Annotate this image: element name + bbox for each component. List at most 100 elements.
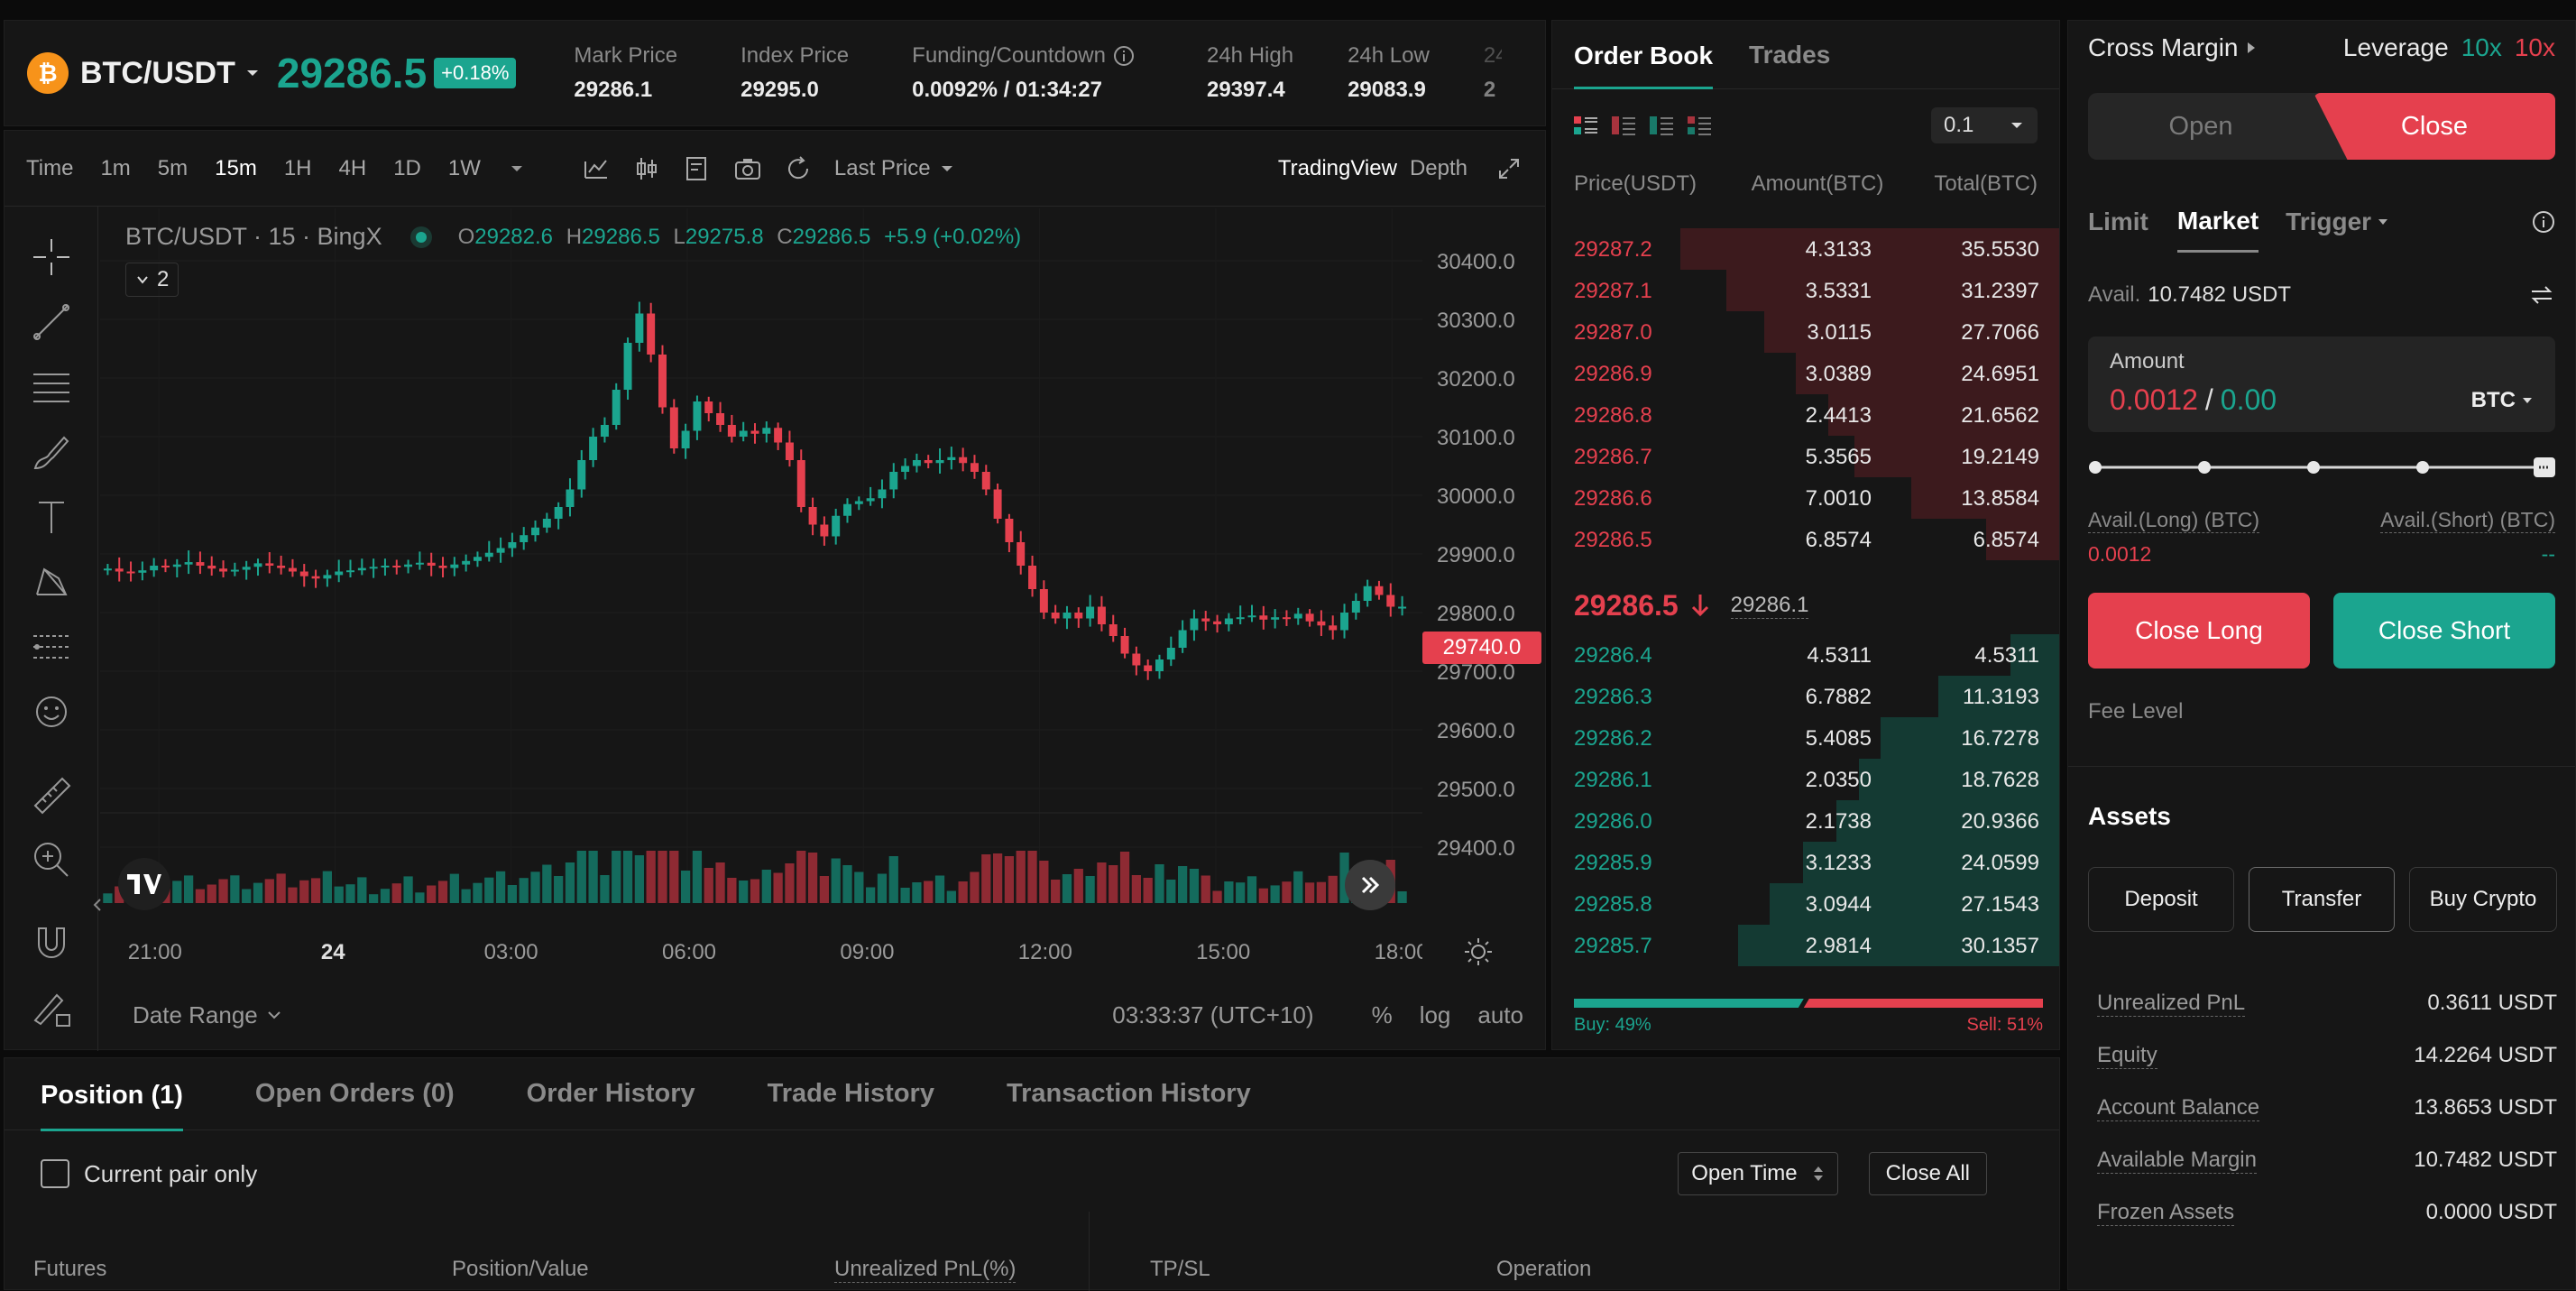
candle-style-icon[interactable] (632, 154, 661, 183)
amount-input[interactable]: Amount 0.0012 / 0.00 BTC (2088, 337, 2555, 432)
book-both-icon[interactable] (1574, 115, 1597, 136)
ask-row[interactable]: 29286.7 5.3565 19.2149 (1552, 436, 2059, 477)
amount-unit-selector[interactable]: BTC (2470, 387, 2516, 412)
tf-4h[interactable]: 4H (338, 155, 367, 180)
tab-trades[interactable]: Trades (1749, 40, 1831, 69)
tradingview-toggle[interactable]: TradingView (1277, 155, 1397, 180)
scroll-left-icon[interactable] (91, 896, 104, 914)
bid-row[interactable]: 29286.1 2.0350 18.7628 (1552, 759, 2059, 800)
ask-row[interactable]: 29287.2 4.3133 35.5530 (1552, 228, 2059, 270)
ask-row[interactable]: 29286.8 2.4413 21.6562 (1552, 394, 2059, 436)
brush-icon[interactable] (28, 429, 75, 475)
zoom-in-icon[interactable] (28, 836, 75, 883)
bid-row[interactable]: 29286.3 6.7882 11.3193 (1552, 676, 2059, 717)
timeframe-more-icon[interactable] (508, 160, 526, 178)
current-pair-checkbox[interactable] (41, 1159, 69, 1188)
time-axis[interactable]: 21:00 24 03:00 06:00 09:00 12:00 15:00 18:00 (100, 925, 1492, 979)
precision-select[interactable]: 0.1 (1931, 107, 2038, 143)
tab-transaction-history[interactable]: Transaction History (1006, 1079, 1251, 1108)
tab-positions[interactable]: Position (1) (41, 1057, 183, 1131)
auto-scale-button[interactable]: auto (1477, 1001, 1523, 1028)
tab-market[interactable]: Market (2176, 192, 2259, 253)
candle-body (1305, 613, 1314, 622)
buy-crypto-button[interactable]: Buy Crypto (2409, 867, 2557, 932)
depth-toggle[interactable]: Depth (1409, 155, 1467, 180)
tab-order-history[interactable]: Order History (526, 1079, 695, 1108)
ask-row[interactable]: 29286.6 7.0010 13.8584 (1552, 477, 2059, 519)
fib-lines-icon[interactable] (28, 364, 75, 410)
row-total: 13.8584 (1961, 486, 2039, 511)
bid-row[interactable]: 29286.2 5.4085 16.7278 (1552, 717, 2059, 759)
camera-icon[interactable] (733, 154, 762, 183)
ask-row[interactable]: 29286.5 6.8574 6.8574 (1552, 519, 2059, 560)
log-scale-button[interactable]: log (1419, 1001, 1451, 1028)
fullscreen-icon[interactable] (1495, 154, 1523, 183)
margin-mode-selector[interactable]: Cross Margin (2088, 33, 2239, 61)
price-axis[interactable]: 30400.0 30300.0 30200.0 30100.0 30000.0 29900… (1422, 208, 1547, 930)
leverage-long[interactable]: 10x (2461, 33, 2502, 61)
open-tab[interactable]: Open (2168, 111, 2233, 141)
indicator-collapse[interactable]: 2 (125, 263, 179, 297)
trend-line-icon[interactable] (28, 299, 75, 346)
tab-trigger[interactable]: Trigger (2286, 207, 2372, 235)
emoji-icon[interactable] (28, 688, 75, 735)
text-icon[interactable] (28, 493, 75, 540)
candle-body (854, 501, 863, 504)
book-bids-icon[interactable] (1650, 115, 1673, 136)
info-icon[interactable] (2532, 210, 2555, 234)
ask-row[interactable]: 29287.0 3.0115 27.7066 (1552, 311, 2059, 353)
bid-row[interactable]: 29285.8 3.0944 27.1543 (1552, 883, 2059, 925)
tf-1m[interactable]: 1m (100, 155, 131, 180)
last-price-selector[interactable]: Last Price (833, 155, 931, 180)
crosshair-icon[interactable] (28, 234, 75, 281)
close-short-button[interactable]: Close Short (2333, 593, 2555, 669)
transfer-arrows-icon[interactable] (2528, 284, 2555, 306)
percent-scale-button[interactable]: % (1371, 1001, 1393, 1028)
ask-row[interactable]: 29287.1 3.5331 31.2397 (1552, 270, 2059, 311)
lock-drawings-icon[interactable] (28, 984, 75, 1031)
close-all-button[interactable]: Close All (1868, 1152, 1987, 1195)
leverage-short[interactable]: 10x (2514, 33, 2555, 61)
indicators-icon[interactable] (582, 154, 611, 183)
template-icon[interactable] (683, 154, 712, 183)
time-button[interactable]: Time (26, 155, 74, 180)
candle-body (404, 564, 413, 567)
fee-level-link[interactable]: Fee Level (2088, 699, 2184, 724)
amount-slider[interactable] (2088, 454, 2555, 481)
pair-selector[interactable]: ₿ BTC/USDT (26, 51, 262, 95)
transfer-button[interactable]: Transfer (2249, 867, 2395, 932)
live-dot-icon (409, 226, 432, 248)
tf-5m[interactable]: 5m (157, 155, 189, 180)
bid-row[interactable]: 29286.4 4.5311 4.5311 (1552, 634, 2059, 676)
refresh-icon[interactable] (784, 154, 813, 183)
deposit-button[interactable]: Deposit (2088, 867, 2234, 932)
tab-limit[interactable]: Limit (2088, 207, 2148, 235)
projection-icon[interactable] (28, 623, 75, 670)
tab-order-book[interactable]: Order Book (1574, 20, 1714, 89)
tf-1d[interactable]: 1D (393, 155, 421, 180)
tf-1h[interactable]: 1H (283, 155, 312, 180)
book-asks-icon[interactable] (1612, 115, 1635, 136)
tab-open-orders[interactable]: Open Orders (0) (254, 1079, 455, 1108)
ruler-icon[interactable] (28, 771, 75, 818)
close-tab[interactable]: Close (2314, 93, 2555, 160)
candle-body (462, 560, 471, 565)
pattern-icon[interactable] (28, 558, 75, 605)
candlestick-chart[interactable]: BTC/USDT · 15 · BingX O29282.6 H29286.5 … (93, 208, 1422, 930)
date-range-button[interactable]: Date Range (133, 1001, 258, 1028)
sort-select[interactable]: Open Time (1678, 1152, 1838, 1195)
depth-bar (1828, 394, 2059, 436)
scroll-to-latest-button[interactable] (1345, 860, 1395, 910)
book-split-icon[interactable] (1688, 115, 1711, 136)
bid-row[interactable]: 29285.9 3.1233 24.0599 (1552, 842, 2059, 883)
close-long-button[interactable]: Close Long (2088, 593, 2310, 669)
tf-1w[interactable]: 1W (447, 155, 481, 180)
ask-row[interactable]: 29286.9 3.0389 24.6951 (1552, 353, 2059, 394)
bid-row[interactable]: 29285.7 2.9814 30.1357 (1552, 925, 2059, 966)
tf-15m[interactable]: 15m (215, 155, 257, 180)
bid-row[interactable]: 29286.0 2.1738 20.9366 (1552, 800, 2059, 842)
chart-settings-icon[interactable] (1462, 936, 1495, 968)
magnet-icon[interactable] (28, 919, 75, 966)
info-icon[interactable] (1113, 45, 1135, 67)
tab-trade-history[interactable]: Trade History (767, 1079, 934, 1108)
